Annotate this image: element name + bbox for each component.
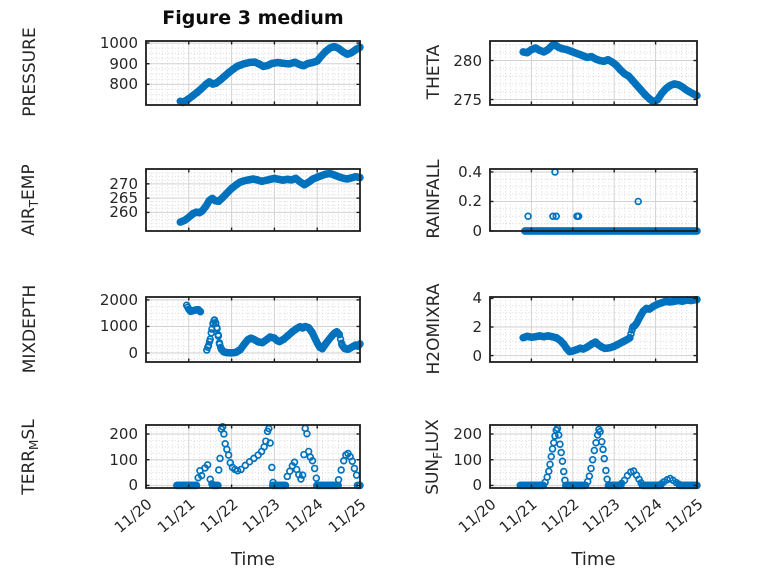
y-tick-label: 0 bbox=[472, 222, 482, 240]
y-tick-label: 100 bbox=[109, 450, 138, 469]
ylabel-text: EMP bbox=[19, 164, 39, 200]
x-axis-label-left: Time bbox=[230, 549, 276, 570]
ylabel-text: SL bbox=[19, 418, 39, 440]
y-tick-label: 100 bbox=[453, 450, 482, 469]
y-axis-label-airtemp: AIRTEMP bbox=[19, 125, 41, 275]
ylabel-subscript: M bbox=[27, 439, 41, 450]
subplot-rainfall bbox=[483, 162, 704, 238]
x-axis-label-right: Time bbox=[571, 549, 616, 570]
subplot-air-temp bbox=[139, 162, 367, 238]
y-tick-label: 1000 bbox=[99, 34, 138, 53]
plot-canvas-mixdepth bbox=[139, 290, 367, 369]
y-tick-label: 280 bbox=[453, 51, 482, 70]
y-tick-label: 0.2 bbox=[458, 192, 482, 211]
plot-canvas-rainfall bbox=[483, 162, 704, 238]
subplot-pressure bbox=[139, 34, 367, 112]
y-tick-label: 0.4 bbox=[458, 162, 482, 181]
y-tick-label: 800 bbox=[109, 75, 138, 94]
y-tick-label: 1000 bbox=[99, 317, 138, 336]
y-tick-label: 4 bbox=[472, 289, 482, 308]
ylabel-text: LUX bbox=[423, 418, 443, 452]
y-tick-label: 275 bbox=[453, 90, 482, 109]
figure-title: Figure 3 medium bbox=[162, 7, 344, 29]
ylabel-text: AIR bbox=[19, 207, 39, 236]
y-axis-label-sunflux: SUNFLUX bbox=[423, 382, 445, 532]
subplot-sun-flux bbox=[483, 418, 704, 495]
y-tick-label: 200 bbox=[109, 425, 138, 443]
plot-canvas-sunflux bbox=[483, 418, 704, 495]
plot-canvas-h2omixra bbox=[483, 290, 704, 369]
y-tick-label: 0 bbox=[128, 476, 138, 495]
y-axis-label-rainfall: RAINFALL bbox=[424, 124, 444, 274]
y-tick-label: 270 bbox=[109, 174, 138, 193]
ylabel-text: PRESSURE bbox=[20, 27, 40, 117]
y-axis-label-mixdepth: MIXDEPTH bbox=[20, 254, 40, 404]
y-tick-label: 2000 bbox=[99, 290, 138, 309]
ylabel-text: MIXDEPTH bbox=[20, 284, 40, 373]
y-tick-label: 260 bbox=[109, 203, 138, 222]
subplot-terr-msl bbox=[139, 418, 367, 495]
ylabel-subscript: T bbox=[27, 199, 41, 208]
y-tick-label: 0 bbox=[472, 476, 482, 495]
subplot-mixdepth bbox=[139, 290, 367, 369]
ylabel-text: RAINFALL bbox=[424, 159, 444, 239]
ylabel-text: THETA bbox=[424, 44, 444, 100]
ylabel-text: TERR bbox=[19, 449, 39, 495]
plot-canvas-airtemp bbox=[139, 162, 367, 238]
y-tick-label: 900 bbox=[109, 54, 138, 73]
plot-canvas-terrmsl bbox=[139, 418, 367, 495]
plot-canvas-pressure bbox=[139, 34, 367, 112]
ylabel-text: SUN bbox=[423, 458, 443, 495]
ylabel-subscript: F bbox=[431, 451, 445, 459]
y-tick-label: 0 bbox=[128, 343, 138, 362]
subplot-h2omixra bbox=[483, 290, 704, 369]
y-axis-label-h2omixra: H2OMIXRA bbox=[424, 254, 444, 404]
subplot-theta bbox=[483, 34, 704, 112]
y-tick-label: 200 bbox=[453, 425, 482, 443]
y-axis-label-terrmsl: TERRMSL bbox=[19, 382, 41, 532]
plot-canvas-theta bbox=[483, 34, 704, 112]
ylabel-text: H2OMIXRA bbox=[424, 282, 444, 375]
y-tick-label: 265 bbox=[109, 189, 138, 208]
y-tick-label: 2 bbox=[472, 318, 482, 336]
y-tick-label: 0 bbox=[472, 346, 482, 365]
